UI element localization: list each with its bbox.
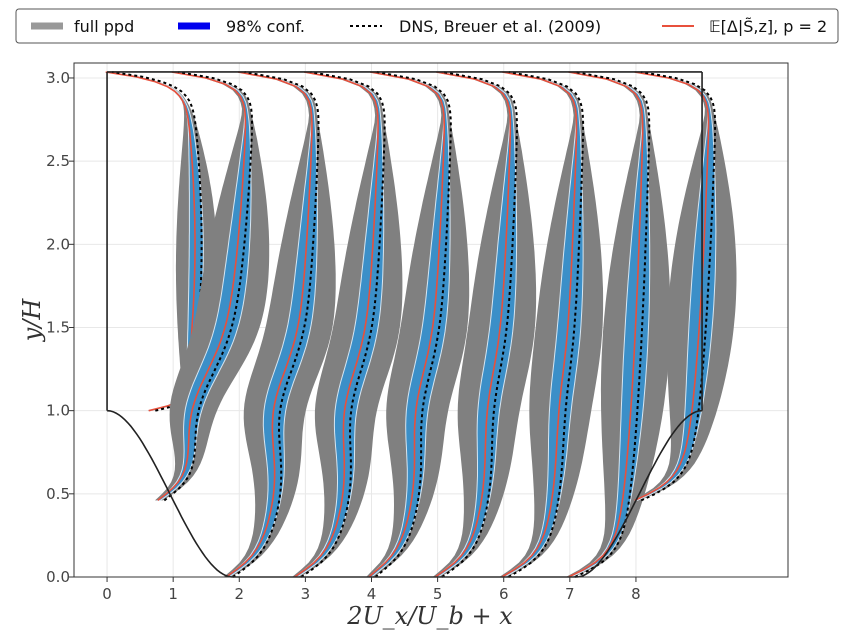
dns-line [574, 71, 651, 578]
x-tick-label: 7 [565, 585, 575, 603]
dns-line [507, 71, 585, 578]
legend-label-conf: 98% conf. [226, 17, 305, 36]
x-tick-label: 3 [301, 585, 311, 603]
x-tick-label: 8 [631, 585, 641, 603]
legend-label-full-ppd: full ppd [74, 17, 134, 36]
legend-box [15, 8, 839, 44]
x-tick-label: 0 [102, 585, 112, 603]
x-tick-label: 2 [235, 585, 245, 603]
mean-line [568, 71, 644, 578]
y-tick-label: 0.0 [46, 568, 70, 586]
dns-line [232, 71, 320, 578]
y-ticks: 0.0 0.5 1.0 1.5 2.0 2.5 3.0 [46, 69, 74, 586]
y-tick-label: 1.5 [46, 318, 70, 336]
y-tick-label: 3.0 [46, 69, 70, 87]
x-tick-label: 4 [367, 585, 377, 603]
mean-line [157, 71, 247, 502]
x-tick-label: 1 [168, 585, 178, 603]
x-ticks: 0 1 2 3 4 5 6 7 8 [102, 577, 641, 603]
dns-line [374, 71, 452, 578]
mean-line [501, 71, 578, 578]
mean-line [225, 71, 313, 578]
dns-line [640, 71, 717, 502]
legend-label-dns: DNS, Breuer et al. (2009) [399, 17, 601, 36]
x-tick-label: 5 [433, 585, 443, 603]
dns-line [300, 71, 386, 578]
y-tick-label: 1.0 [46, 402, 70, 420]
x-axis-label: 2U_x/U_b + x [346, 602, 513, 630]
legend-label-mean: 𝔼[Δ|S̃,z], p = 2 [709, 17, 827, 36]
mean-line [434, 71, 512, 578]
legend: full ppd 98% conf. DNS, Breuer et al. (2… [15, 8, 839, 44]
dns-line [441, 71, 519, 578]
y-tick-label: 2.0 [46, 235, 70, 253]
profiles [104, 71, 737, 578]
y-axis-label: y/H [18, 298, 46, 343]
y-tick-label: 2.5 [46, 152, 70, 170]
y-tick-label: 0.5 [46, 485, 70, 503]
mean-line [294, 71, 379, 578]
mean-line [368, 71, 445, 578]
plot-frame [73, 62, 789, 578]
dns-line [112, 71, 203, 412]
x-tick-label: 6 [499, 585, 509, 603]
